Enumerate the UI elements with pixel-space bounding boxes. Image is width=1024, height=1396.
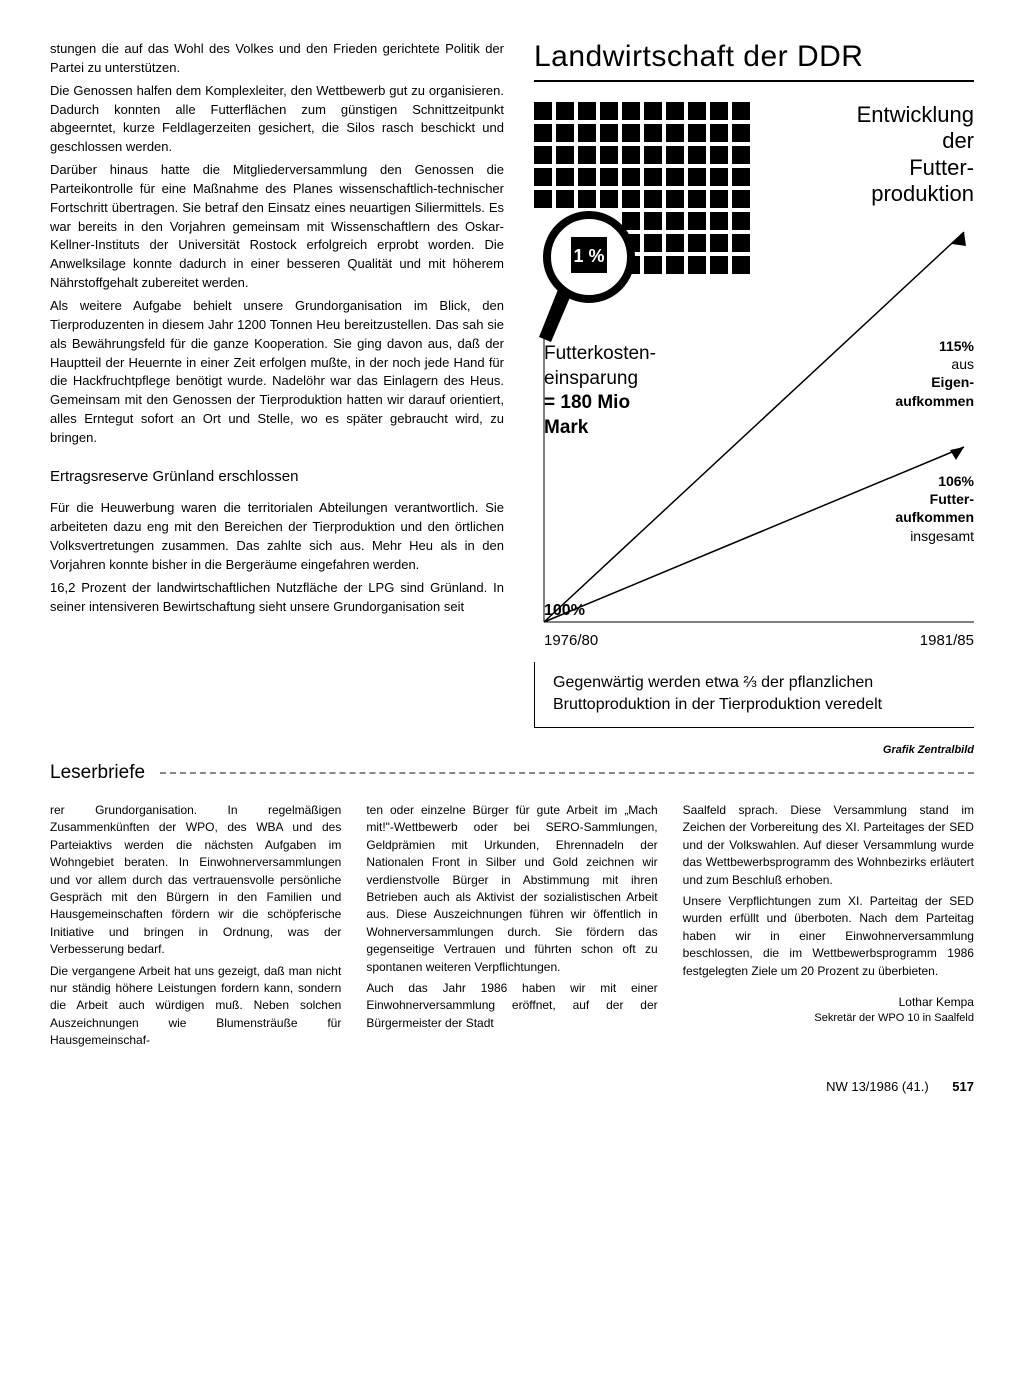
para: Als weitere Aufgabe behielt unsere Grund… <box>50 297 504 448</box>
leserbriefe-title: Leserbriefe <box>50 762 145 784</box>
lbl-line: Eigen- <box>931 374 974 390</box>
title-rule <box>534 80 974 82</box>
page-footer: NW 13/1986 (41.) 517 <box>50 1079 974 1094</box>
author-name: Lothar Kempa <box>683 994 974 1011</box>
top-section: stungen die auf das Wohl des Volkes und … <box>50 40 974 722</box>
growth-chart <box>534 202 974 632</box>
para: ten oder einzelne Bürger für gute Arbeit… <box>366 802 657 976</box>
para: Saalfeld sprach. Diese Versammlung stand… <box>683 802 974 889</box>
author-signature: Lothar Kempa Sekretär der WPO 10 in Saal… <box>683 994 974 1027</box>
para: stungen die auf das Wohl des Volkes und … <box>50 40 504 78</box>
para: 16,2 Prozent der landwirtschaftlichen Nu… <box>50 579 504 617</box>
development-title: Entwicklung der Futter- produktion <box>857 102 974 208</box>
dotted-rule <box>160 772 974 774</box>
dev-line: der <box>942 128 974 153</box>
para: Für die Heuwerbung waren die territorial… <box>50 499 504 574</box>
graphic-credit: Grafik Zentralbild <box>883 744 974 756</box>
article-left-column: stungen die auf das Wohl des Volkes und … <box>50 40 504 722</box>
label-106: 106% Futter- aufkommen insgesamt <box>895 472 974 545</box>
lbl-line: aufkommen <box>895 393 974 409</box>
year-right: 1981/85 <box>920 632 974 649</box>
baseline-label: 100% <box>544 602 585 620</box>
pct: 106% <box>938 473 974 489</box>
para: Auch das Jahr 1986 haben wir mit einer E… <box>366 980 657 1032</box>
lbl-line: insgesamt <box>910 528 974 544</box>
para: Unsere Verpflichtungen zum XI. Parteitag… <box>683 893 974 980</box>
label-115: 115% aus Eigen- aufkommen <box>895 337 974 410</box>
author-role: Sekretär der WPO 10 in Saalfeld <box>683 1011 974 1027</box>
caption-box: Gegenwärtig werden etwa ⅔ der pflanzlich… <box>534 662 974 728</box>
dev-line: Entwicklung <box>857 102 974 127</box>
lbl-line: aus <box>951 356 974 372</box>
infographic-title: Landwirtschaft der DDR <box>534 40 974 74</box>
para: rer Grundorganisation. In regelmäßigen Z… <box>50 802 341 959</box>
page-number: 517 <box>952 1079 974 1094</box>
para: Die vergangene Arbeit hat uns gezeigt, d… <box>50 963 341 1050</box>
year-left: 1976/80 <box>544 632 598 649</box>
lbl-line: Futter- <box>930 491 974 507</box>
infographic-column: Landwirtschaft der DDR Entwicklung der F… <box>534 40 974 722</box>
leserbriefe-columns: rer Grundorganisation. In regelmäßigen Z… <box>50 802 974 1049</box>
para: Darüber hinaus hatte die Mitgliederversa… <box>50 161 504 293</box>
pct: 115% <box>939 338 974 354</box>
lbl-line: aufkommen <box>895 509 974 525</box>
subheading-gruenland: Ertragsreserve Grünland erschlossen <box>50 466 504 488</box>
dev-line: Futter- <box>909 155 974 180</box>
para: Die Genossen halfen dem Komplexleiter, d… <box>50 82 504 157</box>
issue-number: NW 13/1986 (41.) <box>826 1079 929 1094</box>
leserbriefe-header: Leserbriefe <box>50 762 974 784</box>
infographic-canvas: Entwicklung der Futter- produktion 1 % F… <box>534 102 974 722</box>
